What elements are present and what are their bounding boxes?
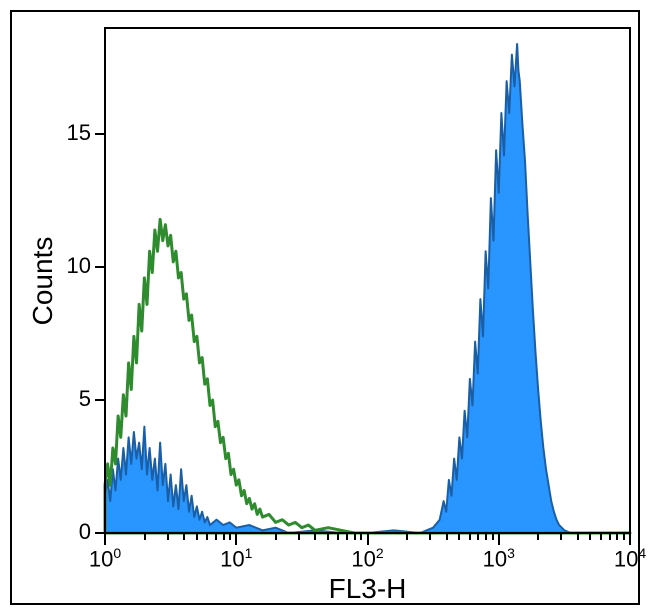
x-minor-tick xyxy=(406,533,408,540)
x-minor-tick xyxy=(354,533,356,540)
y-tick xyxy=(95,133,105,135)
x-minor-tick xyxy=(577,533,579,540)
x-minor-tick xyxy=(183,533,185,540)
x-minor-tick xyxy=(144,533,146,540)
x-tick xyxy=(235,533,237,545)
x-minor-tick xyxy=(589,533,591,540)
x-minor-tick xyxy=(327,533,329,540)
x-minor-tick xyxy=(469,533,471,540)
x-minor-tick xyxy=(223,533,225,540)
x-minor-tick xyxy=(537,533,539,540)
x-minor-tick xyxy=(616,533,618,540)
x-minor-tick xyxy=(429,533,431,540)
y-tick-label: 5 xyxy=(79,386,91,412)
x-minor-tick xyxy=(485,533,487,540)
x-minor-tick xyxy=(560,533,562,540)
x-minor-tick xyxy=(229,533,231,540)
x-minor-tick xyxy=(446,533,448,540)
plot-area xyxy=(105,28,630,533)
axis-right xyxy=(629,27,631,534)
y-tick xyxy=(95,399,105,401)
x-tick-label: 101 xyxy=(220,545,252,572)
x-axis-label: FL3-H xyxy=(329,573,407,605)
x-minor-tick xyxy=(167,533,169,540)
x-minor-tick xyxy=(360,533,362,540)
axis-top xyxy=(104,27,631,29)
x-minor-tick xyxy=(609,533,611,540)
x-tick-label: 102 xyxy=(351,545,383,572)
y-axis-label: Counts xyxy=(27,236,59,325)
y-tick-label: 10 xyxy=(67,253,91,279)
x-minor-tick xyxy=(492,533,494,540)
y-tick xyxy=(95,266,105,268)
x-minor-tick xyxy=(215,533,217,540)
x-minor-tick xyxy=(206,533,208,540)
series-control xyxy=(105,219,630,533)
y-tick-label: 0 xyxy=(79,519,91,545)
x-minor-tick xyxy=(275,533,277,540)
x-tick xyxy=(367,533,369,545)
x-minor-tick xyxy=(458,533,460,540)
x-minor-tick xyxy=(477,533,479,540)
x-minor-tick xyxy=(623,533,625,540)
x-tick-label: 100 xyxy=(89,545,121,572)
x-tick xyxy=(498,533,500,545)
x-tick xyxy=(629,533,631,545)
y-tick-label: 15 xyxy=(67,120,91,146)
x-tick-label: 103 xyxy=(483,545,515,572)
x-minor-tick xyxy=(600,533,602,540)
x-minor-tick xyxy=(337,533,339,540)
x-tick xyxy=(104,533,106,545)
histogram-svg xyxy=(105,28,630,533)
x-minor-tick xyxy=(298,533,300,540)
x-tick-label: 104 xyxy=(614,545,646,572)
x-minor-tick xyxy=(314,533,316,540)
x-minor-tick xyxy=(346,533,348,540)
x-minor-tick xyxy=(196,533,198,540)
axis-left xyxy=(104,27,106,534)
